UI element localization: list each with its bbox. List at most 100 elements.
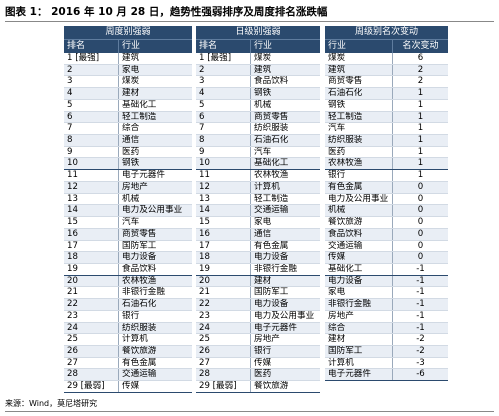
table-header: 行业 名次变动 [325, 39, 448, 53]
table-row: 9 医药 [64, 146, 192, 159]
industry-cell: 国防军工 [118, 240, 192, 252]
table-row: 电力及公用事业 0 [325, 193, 448, 206]
figure-title: 图表 1： 2016 年 10 月 28 日，趋势性强弱排序及周度排名涨跌幅 [5, 6, 328, 18]
industry-cell: 建筑 [118, 53, 192, 64]
group-divider [325, 169, 448, 171]
rank-change-cell: -1 [392, 275, 448, 287]
industry-cell: 交通运输 [328, 240, 363, 251]
industry-cell: 银行 [118, 310, 192, 322]
rank-change-cell: -1 [392, 299, 448, 310]
table-row: 轻工制造 1 [325, 111, 448, 124]
industry-cell: 交通运输 [250, 205, 320, 217]
table-row: 煤炭 6 [325, 53, 448, 65]
industry-cell: 有色金属 [328, 181, 363, 192]
industry-cell: 房地产 [250, 334, 320, 345]
table-row: 7 纺织服装 [196, 123, 320, 136]
industry-cell: 石油石化 [328, 88, 363, 99]
industry-cell: 电力及公用事业 [118, 205, 192, 217]
header-industry: 行业 [118, 40, 192, 53]
rank-cell: 7 [67, 123, 73, 134]
table-bottom-border [64, 391, 192, 393]
rank-cell: 8 [67, 135, 73, 146]
table-row: 商贸零售 2 [325, 76, 448, 89]
rank-cell: 19 [199, 263, 210, 274]
table-row: 21 国防军工 [196, 287, 320, 300]
rank-change-cell: 1 [392, 88, 448, 99]
table-row: 11 电子元器件 [64, 170, 192, 182]
table-row: 23 电力及公用事业 [196, 310, 320, 323]
industry-cell: 餐饮旅游 [250, 381, 320, 392]
rank-cell: 4 [199, 88, 205, 99]
rank-cell: 13 [199, 193, 210, 204]
rank-change-cell: 1 [392, 158, 448, 170]
industry-cell: 石油石化 [250, 135, 320, 146]
rank-change-cell: 0 [392, 217, 448, 228]
rank-cell: 27 [67, 357, 78, 368]
table-row: 16 通信 [196, 228, 320, 241]
table-row: 石油石化 1 [325, 88, 448, 100]
rank-change-cell: -3 [392, 357, 448, 369]
table-body: 煤炭 6 建筑 2 商贸零售 2 石油石化 1 钢铁 1 轻工制造 1 汽车 1 纺织服装 1 医药 1 农林牧渔 1… [325, 53, 448, 394]
table-row: 24 电子元器件 [196, 322, 320, 335]
industry-cell: 建材 [328, 334, 346, 345]
industry-cell: 钢铁 [118, 158, 192, 170]
industry-cell: 房地产 [118, 181, 192, 193]
table-row: 24 纺织服装 [64, 322, 192, 335]
industry-cell: 电力及公用事业 [328, 193, 389, 204]
rank-change-cell: 0 [392, 181, 448, 193]
industry-cell: 电力设备 [118, 252, 192, 263]
table-row: 机械 0 [325, 205, 448, 218]
rank-cell: 15 [199, 217, 210, 228]
table-row: 1 [最强] 煤炭 [196, 53, 320, 65]
industry-cell: 银行 [250, 345, 320, 357]
industry-cell: 交通运输 [118, 369, 192, 381]
rank-cell: 24 [199, 322, 210, 333]
table-body: 1 [最强] 煤炭 2 建筑 3 食品饮料 4 钢铁 5 机械 6 商贸零售 7 纺织服装 8 石油石化 9 汽车… [196, 53, 320, 394]
industry-cell: 餐饮旅游 [328, 217, 363, 228]
rank-cell: 7 [199, 123, 205, 134]
rank-cell: 29 [最弱] [199, 381, 237, 392]
table-body: 1 [最强] 建筑 2 家电 3 煤炭 4 建材 5 基础化工 6 轻工制造 7 综合 8 通信 9 医药 10 钢铁… [64, 53, 192, 394]
rank-change-cell: 1 [392, 170, 448, 181]
header-rank: 排名 [199, 41, 218, 51]
industry-cell: 纺织服装 [250, 123, 320, 135]
table-row: 家电 -1 [325, 287, 448, 300]
industry-cell: 煤炭 [118, 76, 192, 88]
industry-cell: 综合 [118, 123, 192, 135]
rank-cell: 13 [67, 193, 78, 204]
table-row: 交通运输 0 [325, 240, 448, 253]
table-row: 5 基础化工 [64, 99, 192, 112]
rank-cell: 28 [67, 369, 78, 380]
table-row: 传媒 0 [325, 252, 448, 264]
table-row: 电力设备 -1 [325, 275, 448, 288]
rank-cell: 14 [199, 205, 210, 216]
table-row: 20 建材 [196, 275, 320, 288]
rank-cell: 26 [199, 345, 210, 356]
industry-cell: 非银行金融 [250, 263, 320, 275]
rank-cell: 23 [67, 310, 78, 321]
industry-cell: 国防军工 [328, 345, 363, 356]
rank-cell: 1 [最强] [199, 53, 232, 63]
rank-cell: 29 [最弱] [67, 381, 105, 392]
rank-cell: 16 [67, 228, 78, 239]
industry-cell: 汽车 [118, 217, 192, 228]
rank-cell: 11 [199, 170, 210, 181]
rank-change-cell: 1 [392, 123, 448, 135]
rank-cell: 19 [67, 263, 78, 274]
rank-cell: 28 [199, 369, 210, 380]
rank-change-cell: 1 [392, 111, 448, 123]
table-row: 17 国防军工 [64, 240, 192, 253]
rank-change-cell: -1 [392, 263, 448, 275]
industry-cell: 医药 [118, 146, 192, 158]
table-row: 3 食品饮料 [196, 76, 320, 89]
table-row: 14 交通运输 [196, 205, 320, 218]
table-row: 5 机械 [196, 99, 320, 112]
table-row: 22 电力设备 [196, 299, 320, 311]
industry-cell: 非银行金融 [328, 299, 371, 310]
industry-cell: 纺织服装 [328, 135, 363, 146]
rank-change-cell: -2 [392, 334, 448, 345]
industry-cell: 家电 [250, 217, 320, 228]
industry-cell: 食品饮料 [250, 76, 320, 88]
rank-cell: 22 [199, 299, 210, 310]
rank-cell: 23 [199, 310, 210, 321]
